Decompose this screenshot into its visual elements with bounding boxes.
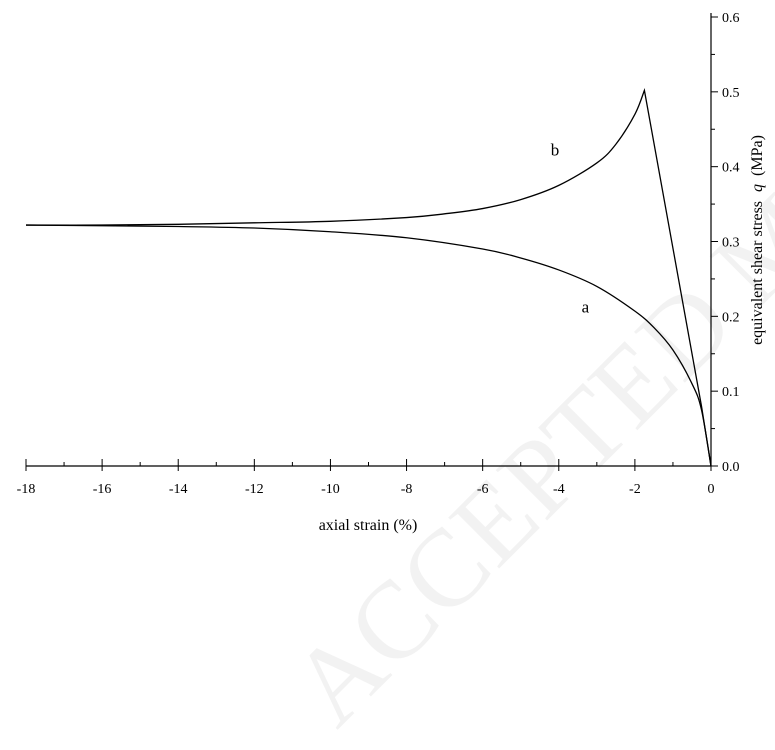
x-tick-label: -18	[17, 482, 36, 497]
y-tick-label: 0.1	[722, 385, 740, 400]
curve-label-b: b	[551, 140, 560, 159]
x-tick-label: -14	[169, 482, 188, 497]
x-tick-label: 0	[708, 482, 715, 497]
y-tick-label: 0.6	[722, 11, 740, 26]
y-axis-title: equivalent shear stress q (MPa)	[749, 135, 766, 345]
series-line-a	[25, 224, 712, 467]
x-tick-label: -16	[93, 482, 112, 497]
axes: -18 -16 -14 -12 -10 -8 -6 -4 -2 0 0.0 0.1 0.2 0.3 0.4 0…	[17, 11, 740, 497]
y-tick-label: 0.2	[722, 310, 740, 325]
series-line-b	[25, 87, 712, 467]
y-tick-label: 0.4	[722, 161, 740, 176]
y-tick-label: 0.5	[722, 86, 740, 101]
y-tick-label: 0.0	[722, 460, 740, 475]
curves	[25, 87, 712, 467]
x-tick-label: -2	[629, 482, 641, 497]
x-tick-label: -8	[401, 482, 413, 497]
y-axis-title-text: equivalent shear stress	[749, 201, 766, 345]
y-axis-title-unit: (MPa)	[749, 135, 766, 176]
labels: ab	[551, 140, 590, 316]
chart: -18 -16 -14 -12 -10 -8 -6 -4 -2 0 0.0 0.1 0.2 0.3 0.4 0…	[17, 11, 766, 534]
x-tick-label: -4	[553, 482, 565, 497]
x-tick-label: -10	[321, 482, 340, 497]
x-tick-label: -12	[245, 482, 264, 497]
curve-label-a: a	[582, 298, 590, 317]
y-axis-title-symbol: q	[749, 184, 766, 192]
x-axis-title: axial strain (%)	[319, 517, 418, 534]
x-tick-label: -6	[477, 482, 489, 497]
y-tick-label: 0.3	[722, 236, 740, 251]
